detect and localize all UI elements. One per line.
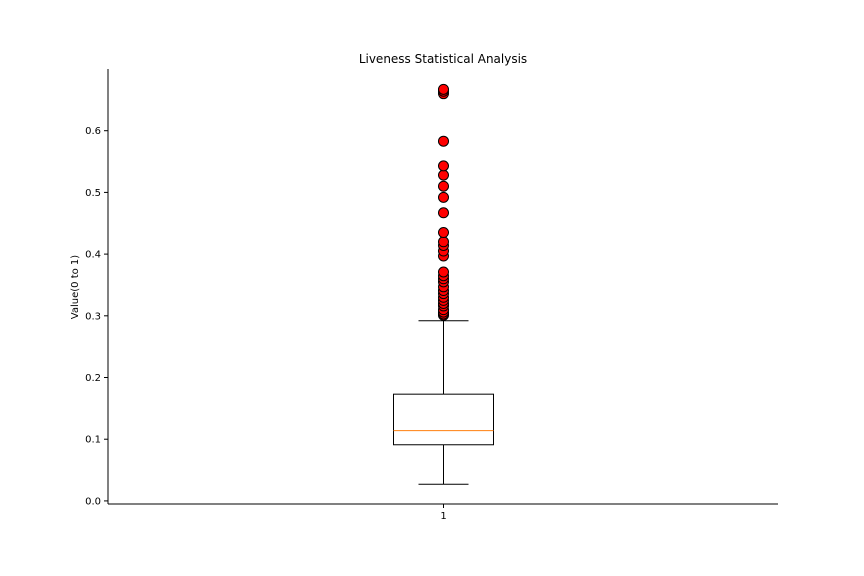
- box-iqr: [393, 393, 494, 446]
- x-axis-ticks: 1: [440, 504, 447, 522]
- y-axis-ticks: 0.0 0.1 0.2 0.3 0.4 0.5 0.6: [85, 126, 108, 507]
- y-tick-label: 0.0: [85, 496, 101, 507]
- box-group: [393, 320, 494, 485]
- outlier-point: [438, 236, 449, 248]
- y-tick-label: 0.5: [85, 188, 101, 199]
- y-tick-label: 0.6: [85, 126, 101, 137]
- y-tick-label: 0.1: [85, 435, 101, 446]
- outlier-point: [438, 160, 449, 172]
- outlier-point: [438, 191, 449, 203]
- outlier-point: [438, 135, 449, 147]
- outlier-point: [438, 207, 449, 219]
- outlier-point: [438, 227, 449, 239]
- y-tick-label: 0.4: [85, 250, 101, 261]
- outlier-point: [438, 83, 449, 95]
- outliers: [438, 83, 449, 321]
- outlier-point: [438, 180, 449, 192]
- y-tick-label: 0.2: [85, 373, 101, 384]
- y-tick-label: 0.3: [85, 311, 101, 322]
- chart-title: Liveness Statistical Analysis: [359, 52, 527, 66]
- outlier-point: [438, 266, 449, 278]
- x-tick-label: 1: [440, 511, 446, 522]
- y-axis-label: Value(0 to 1): [70, 255, 81, 319]
- outlier-point: [438, 169, 449, 181]
